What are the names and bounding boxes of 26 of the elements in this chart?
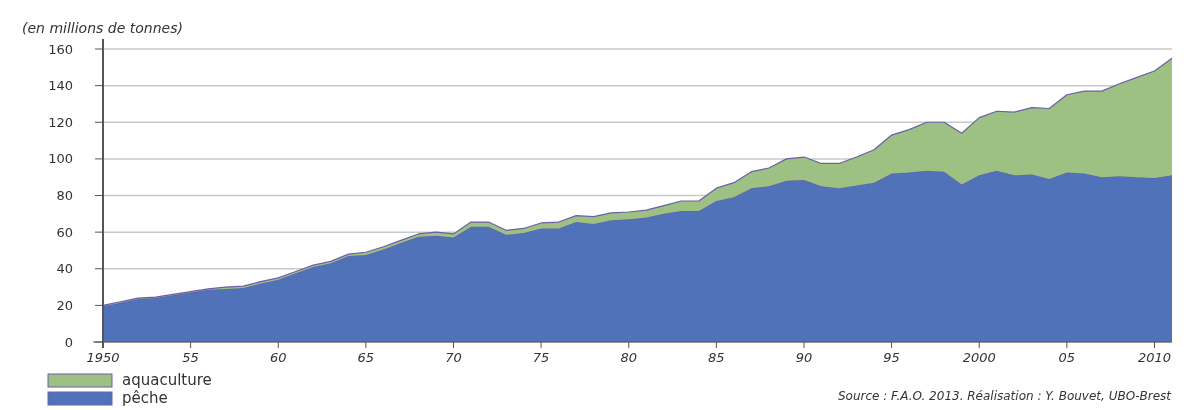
- y-tick-label: 0: [64, 334, 73, 350]
- x-tick-label: 05: [1058, 350, 1076, 365]
- x-tick-label: 65: [357, 350, 375, 365]
- x-tick-label: 1950: [86, 350, 120, 365]
- x-tick-label: 70: [445, 350, 462, 365]
- x-tick-label: 55: [182, 350, 199, 365]
- y-tick-label: 120: [48, 114, 73, 130]
- y-tick-label: 20: [56, 297, 73, 313]
- x-tick-label: 90: [795, 350, 813, 365]
- y-tick-label: 80: [56, 188, 73, 204]
- y-tick-label: 140: [48, 78, 73, 94]
- y-tick-label: 60: [56, 224, 73, 240]
- x-tick-label: 75: [532, 350, 550, 365]
- y-axis-title: (en millions de tonnes): [22, 20, 183, 36]
- x-tick-label: 2010: [1137, 350, 1172, 365]
- x-tick-label: 60: [269, 350, 287, 365]
- x-tick-label: 2000: [962, 350, 996, 365]
- legend-label: aquaculture: [122, 371, 212, 389]
- y-tick-label: 40: [56, 261, 73, 277]
- y-tick-label: 160: [48, 41, 73, 57]
- x-tick-label: 95: [883, 350, 900, 365]
- source-note: Source : F.A.O. 2013. Réalisation : Y. Bouvet, UBO-Brest: [837, 389, 1173, 403]
- x-tick-label: 80: [620, 350, 638, 365]
- legend-label: pêche: [122, 389, 168, 407]
- x-tick-label: 85: [708, 350, 725, 365]
- y-tick-label: 100: [48, 151, 73, 167]
